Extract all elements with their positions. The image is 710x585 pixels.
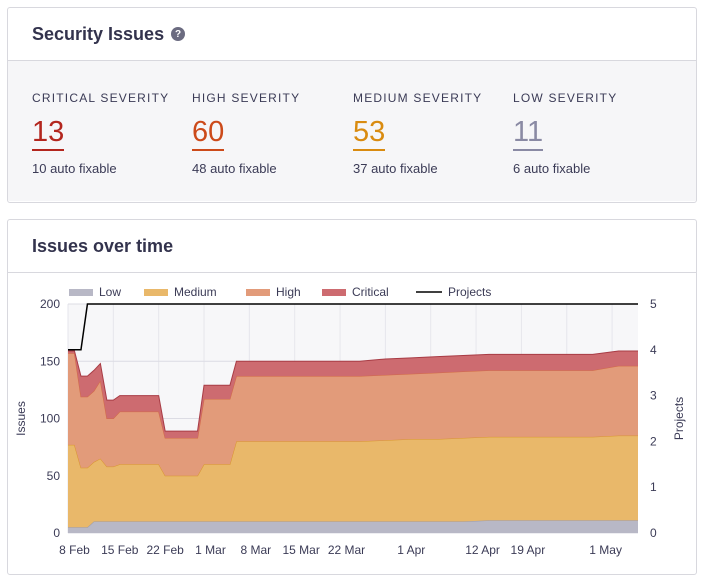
legend-swatch-low [69,289,93,296]
x-tick-label: 15 Feb [101,543,139,557]
issues-over-time-header: Issues over time [8,220,696,273]
severity-critical: CRITICAL SEVERITY 13 10 auto fixable [32,91,169,176]
security-issues-card: Security Issues ? CRITICAL SEVERITY 13 1… [7,7,697,203]
y2-tick-label: 0 [650,526,657,540]
y2-axis-title: Projects [672,397,686,440]
legend-label-high: High [276,285,301,299]
legend-label-medium: Medium [174,285,217,299]
x-tick-label: 1 Mar [195,543,226,557]
x-tick-label: 8 Feb [59,543,90,557]
severity-label: MEDIUM SEVERITY [353,91,483,105]
area-critical [68,350,638,438]
auto-fixable-text: 10 auto fixable [32,161,117,176]
legend-label-low: Low [99,285,121,299]
severity-low: LOW SEVERITY 11 6 auto fixable [513,91,617,176]
y-tick-label: 0 [53,526,60,540]
security-issues-title: Security Issues [32,23,165,44]
x-tick-label: 1 Apr [397,543,425,557]
y2-tick-label: 4 [650,343,657,357]
auto-fixable-text: 48 auto fixable [192,161,277,176]
low-count-link[interactable]: 11 [513,115,544,151]
question-circle-icon[interactable]: ? [171,27,186,41]
y-tick-label: 150 [40,354,60,368]
area-edge-critical [68,350,638,432]
y-axis-title: Issues [14,401,28,436]
y-tick-label: 200 [40,297,60,311]
legend-label-critical: Critical [352,285,389,299]
severity-label: HIGH SEVERITY [192,91,301,105]
severity-high: HIGH SEVERITY 60 48 auto fixable [192,91,300,176]
severity-summary: CRITICAL SEVERITY 13 10 auto fixable HIG… [8,61,696,201]
medium-count-link[interactable]: 53 [353,115,386,151]
issues-over-time-title: Issues over time [32,235,174,256]
x-tick-label: 22 Mar [328,543,365,557]
y2-tick-label: 5 [650,297,657,311]
auto-fixable-text: 37 auto fixable [353,161,438,176]
y-tick-label: 50 [47,469,61,483]
x-tick-label: 8 Mar [240,543,271,557]
severity-label: LOW SEVERITY [513,91,618,105]
x-tick-label: 22 Feb [146,543,184,557]
y-tick-label: 100 [40,412,60,426]
area-low [68,520,638,533]
auto-fixable-text: 6 auto fixable [513,161,591,176]
legend-swatch-critical [322,289,346,296]
x-tick-label: 19 Apr [511,543,546,557]
severity-label: CRITICAL SEVERITY [32,91,170,105]
legend-swatch-medium [144,289,168,296]
y2-tick-label: 3 [650,389,657,403]
issues-over-time-card: Issues over time 0 50 100 150 200 0 1 2 3 4 5 8 Feb… [7,219,697,575]
high-count-link[interactable]: 60 [192,115,225,151]
critical-count-link[interactable]: 13 [32,115,65,151]
legend-label-projects: Projects [448,285,491,299]
security-issues-header: Security Issues ? [8,8,696,61]
x-tick-label: 15 Mar [283,543,320,557]
issues-chart: 0 50 100 150 200 0 1 2 3 4 5 8 Feb 15 Feb 22 Feb 1 Mar… [14,285,686,557]
area-medium [68,435,638,528]
severity-medium: MEDIUM SEVERITY 53 37 auto fixable [353,91,482,176]
legend-swatch-high [246,289,270,296]
y2-tick-label: 2 [650,434,657,448]
area-high [68,353,638,476]
y2-tick-label: 1 [650,480,657,494]
x-tick-label: 1 May [589,543,622,557]
x-tick-label: 12 Apr [465,543,500,557]
projects-line [68,303,638,351]
